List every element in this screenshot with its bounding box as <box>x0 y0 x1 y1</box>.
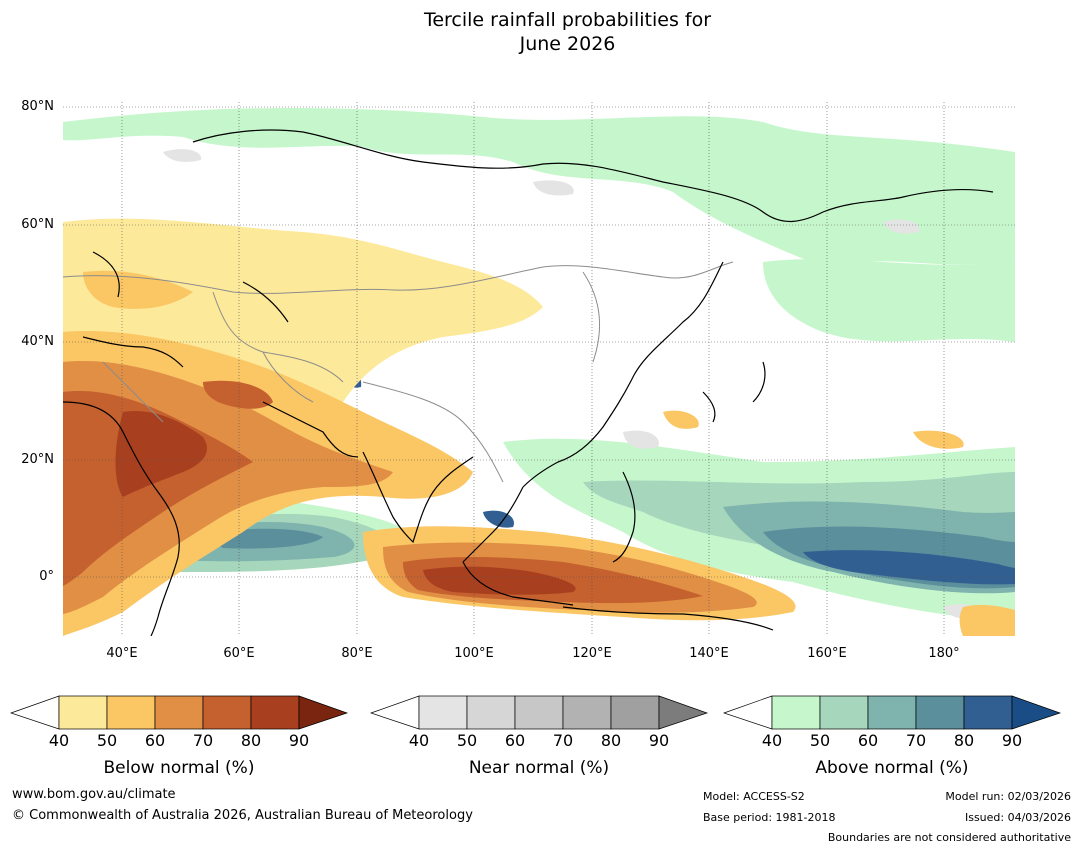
lon-label-100e: 100°E <box>454 646 494 661</box>
title-line-1: Tercile rainfall probabilities for <box>423 9 712 31</box>
below-normal-field <box>63 218 1015 636</box>
above-normal-under-triangle <box>723 695 773 730</box>
lat-label-40n: 40°N <box>21 334 54 349</box>
above-normal-swatch-80-90 <box>963 695 1013 730</box>
above-tick-40: 40 <box>761 731 783 750</box>
below-normal-swatch-80-90 <box>250 695 300 730</box>
lat-label-0: 0° <box>39 569 54 584</box>
below-tick-50: 50 <box>96 731 118 750</box>
model-run-text: Model run: 02/03/2026 <box>945 790 1071 803</box>
country-borders <box>63 261 734 483</box>
below-normal-over-triangle <box>298 695 349 730</box>
above-normal-swatch-50-60 <box>819 695 869 730</box>
below-tick-80: 80 <box>240 731 262 750</box>
lon-label-60e: 60°E <box>223 646 255 661</box>
below-normal-swatch-60-70 <box>154 695 204 730</box>
below-normal-under-triangle <box>10 695 60 730</box>
near-tick-60: 60 <box>504 731 526 750</box>
below-tick-90: 90 <box>288 731 310 750</box>
below-normal-swatch-40-50 <box>58 695 108 730</box>
above-normal-label: Above normal (%) <box>815 758 969 778</box>
lon-label-120e: 120°E <box>572 646 612 661</box>
below-tick-60: 60 <box>144 731 166 750</box>
colorbar-above-normal <box>723 695 1062 730</box>
lon-label-160e: 160°E <box>807 646 847 661</box>
colorbar-near-normal <box>370 695 709 730</box>
above-tick-50: 50 <box>809 731 831 750</box>
above-tick-60: 60 <box>857 731 879 750</box>
base-period-text: Base period: 1981-2018 <box>703 811 836 824</box>
lon-label-40e: 40°E <box>106 646 138 661</box>
lat-label-20n: 20°N <box>21 452 54 467</box>
lon-label-80e: 80°E <box>341 646 373 661</box>
above-tick-90: 90 <box>1001 731 1023 750</box>
below-normal-swatch-70-80 <box>202 695 252 730</box>
below-normal-swatch-50-60 <box>106 695 156 730</box>
copyright-text: © Commonwealth of Australia 2026, Austra… <box>12 808 473 823</box>
model-text: Model: ACCESS-S2 <box>703 790 805 803</box>
lon-label-140e: 140°E <box>689 646 729 661</box>
coastlines <box>63 129 994 636</box>
issued-text: Issued: 04/03/2026 <box>964 811 1071 824</box>
near-tick-50: 50 <box>456 731 478 750</box>
title-line-2: June 2026 <box>519 33 616 55</box>
near-tick-70: 70 <box>552 731 574 750</box>
lon-label-180: 180° <box>928 646 960 661</box>
above-normal-over-triangle <box>1011 695 1062 730</box>
below-tick-70: 70 <box>192 731 214 750</box>
near-normal-swatch-60-70 <box>514 695 564 730</box>
near-normal-swatch-70-80 <box>562 695 612 730</box>
above-tick-70: 70 <box>905 731 927 750</box>
near-tick-90: 90 <box>648 731 670 750</box>
lat-label-80n: 80°N <box>21 99 54 114</box>
map-title: Tercile rainfall probabilities for June … <box>0 8 1081 56</box>
near-tick-80: 80 <box>600 731 622 750</box>
near-normal-swatch-40-50 <box>418 695 468 730</box>
colorbar-below-normal <box>10 695 349 730</box>
rainfall-map <box>63 102 1015 636</box>
website-link[interactable]: www.bom.gov.au/climate <box>12 787 176 802</box>
above-normal-swatch-60-70 <box>867 695 917 730</box>
near-normal-swatch-80-90 <box>610 695 660 730</box>
graticule <box>63 102 1015 636</box>
near-normal-swatch-50-60 <box>466 695 516 730</box>
below-normal-label: Below normal (%) <box>103 758 255 778</box>
near-normal-under-triangle <box>370 695 420 730</box>
near-normal-over-triangle <box>658 695 709 730</box>
above-normal-swatch-40-50 <box>771 695 821 730</box>
disclaimer-text: Boundaries are not considered authoritat… <box>827 831 1071 844</box>
near-tick-40: 40 <box>408 731 430 750</box>
lat-label-60n: 60°N <box>21 217 54 232</box>
above-tick-80: 80 <box>953 731 975 750</box>
above-normal-swatch-70-80 <box>915 695 965 730</box>
below-tick-40: 40 <box>48 731 70 750</box>
near-normal-label: Near normal (%) <box>468 758 610 778</box>
